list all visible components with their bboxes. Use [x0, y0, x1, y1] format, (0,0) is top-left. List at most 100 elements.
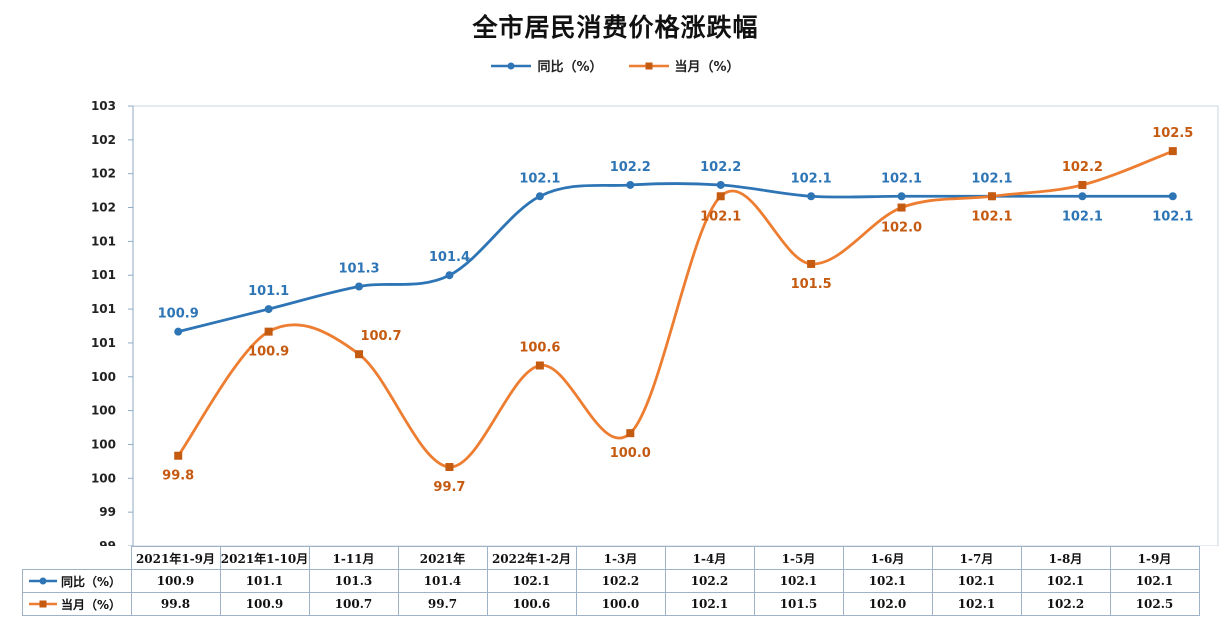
- data-label-month: 102.1: [971, 209, 1012, 224]
- table-cell: 102.1: [931, 592, 1022, 616]
- data-point-yoy: [1078, 192, 1087, 201]
- y-tick-label: 100: [91, 404, 116, 418]
- data-point-month: [1168, 147, 1177, 156]
- data-label-month: 101.5: [791, 277, 832, 292]
- table-cell: 102.1: [842, 569, 933, 593]
- legend-item-yoy: 同比（%）: [491, 56, 603, 75]
- data-table: 2021年1-9月 2021年1-10月 1-11月 2021年 2022年1-…: [22, 546, 1200, 616]
- legend-marker-yoy: [491, 62, 532, 69]
- legend: 同比（%） 当月（%）: [0, 56, 1231, 75]
- data-point-month: [987, 192, 996, 201]
- y-tick-label: 100: [91, 370, 116, 384]
- data-label-month: 100.6: [519, 340, 560, 355]
- data-label-month: 102.0: [881, 221, 922, 236]
- table-cell: 101.1: [219, 569, 310, 593]
- table-cell: 99.8: [130, 592, 221, 616]
- legend-label-yoy: 同比（%）: [537, 60, 603, 75]
- table-header-cell: 2021年1-9月: [130, 546, 221, 570]
- y-tick-label: 101: [91, 336, 116, 350]
- table-cell: 100.9: [130, 569, 221, 593]
- data-label-yoy: 100.9: [158, 307, 199, 322]
- table-cell: 101.4: [397, 569, 488, 593]
- table-cell: 99.7: [397, 592, 488, 616]
- data-label-month: 102.5: [1152, 126, 1193, 141]
- table-header-cell: 2022年1-2月: [486, 546, 577, 570]
- table-cell: 102.1: [1109, 569, 1200, 593]
- table-header-cell: 2021年: [397, 546, 488, 570]
- table-header-cell: 1-7月: [931, 546, 1022, 570]
- table-cell: 102.1: [753, 569, 844, 593]
- table-row-head-month: 当月（%）: [22, 592, 132, 616]
- data-point-month: [535, 361, 544, 370]
- table-row-month: 当月（%） 99.8 100.9 100.7 99.7 100.6 100.0 …: [22, 592, 1200, 616]
- table-cell: 100.0: [575, 592, 666, 616]
- y-tick-label: 102: [91, 133, 116, 147]
- data-point-month: [174, 451, 183, 460]
- data-point-month: [264, 327, 273, 336]
- y-tick-label: 99: [99, 505, 116, 519]
- y-tick-label: 101: [91, 302, 116, 316]
- table-corner: [22, 546, 132, 570]
- data-label-month: 100.9: [248, 345, 289, 360]
- y-tick-label: 101: [91, 234, 116, 248]
- data-label-yoy: 102.1: [881, 171, 922, 186]
- data-label-yoy: 102.1: [971, 171, 1012, 186]
- table-row-head-yoy: 同比（%）: [22, 569, 132, 593]
- table-header-cell: 1-11月: [308, 546, 399, 570]
- table-row-label-month: 当月（%）: [61, 597, 122, 612]
- table-cell: 102.1: [1020, 569, 1111, 593]
- line-chart: 99 99 100 100 100 100 101 101 101 101 102 102 102 103…: [91, 99, 1219, 546]
- data-label-month: 102.2: [1062, 160, 1103, 175]
- data-label-yoy: 102.2: [610, 160, 651, 175]
- data-point-month: [445, 463, 454, 472]
- table-cell: 102.2: [575, 569, 666, 593]
- data-point-yoy: [445, 271, 454, 280]
- y-tick-label: 101: [91, 268, 116, 282]
- legend-item-month: 当月（%）: [628, 56, 740, 75]
- table-cell: 102.0: [842, 592, 933, 616]
- data-point-month: [716, 192, 725, 201]
- table-cell: 102.1: [486, 569, 577, 593]
- y-tick-label: 102: [91, 167, 116, 181]
- y-tick-label: 100: [91, 471, 116, 485]
- data-label-yoy: 102.1: [791, 171, 832, 186]
- table-row-label-yoy: 同比（%）: [61, 574, 122, 589]
- table-cell: 102.1: [664, 592, 755, 616]
- table-cell: 102.2: [664, 569, 755, 593]
- data-point-month: [897, 203, 906, 212]
- data-point-yoy: [355, 282, 364, 291]
- data-point-month: [626, 429, 635, 438]
- data-label-yoy: 101.3: [338, 262, 379, 277]
- data-label-yoy: 101.1: [248, 284, 289, 299]
- y-tick-label: 102: [91, 201, 116, 215]
- table-header-cell: 2021年1-10月: [219, 546, 310, 570]
- data-point-month: [355, 350, 364, 359]
- data-point-yoy: [1168, 192, 1177, 201]
- data-label-yoy: 102.1: [519, 171, 560, 186]
- y-tick-label: 103: [91, 99, 116, 113]
- chart-title: 全市居民消费价格涨跌幅: [472, 13, 759, 42]
- table-header-cell: 1-6月: [842, 546, 933, 570]
- data-label-month: 99.8: [162, 469, 194, 484]
- data-label-yoy: 102.1: [1062, 209, 1103, 224]
- data-point-month: [1078, 180, 1087, 189]
- table-marker-yoy: [29, 577, 57, 585]
- data-point-yoy: [174, 327, 183, 336]
- legend-label-month: 当月（%）: [674, 60, 740, 75]
- series-line-yoy: [177, 182, 1173, 333]
- data-label-yoy: 102.2: [700, 160, 741, 175]
- table-marker-month: [29, 600, 57, 608]
- table-header-row: 2021年1-9月 2021年1-10月 1-11月 2021年 2022年1-…: [22, 546, 1200, 570]
- table-header-cell: 1-4月: [664, 546, 755, 570]
- table-row-yoy: 同比（%） 100.9 101.1 101.3 101.4 102.1 102.…: [22, 569, 1200, 593]
- data-label-yoy: 101.4: [429, 250, 470, 265]
- table-cell: 102.1: [931, 569, 1022, 593]
- data-point-yoy: [897, 192, 906, 201]
- data-point-yoy: [716, 180, 725, 189]
- legend-marker-month: [628, 62, 669, 69]
- data-label-month: 100.7: [360, 329, 401, 344]
- data-point-month: [807, 259, 816, 268]
- data-point-yoy: [535, 192, 544, 201]
- data-point-yoy: [264, 305, 273, 314]
- y-tick-label: 99: [99, 539, 116, 546]
